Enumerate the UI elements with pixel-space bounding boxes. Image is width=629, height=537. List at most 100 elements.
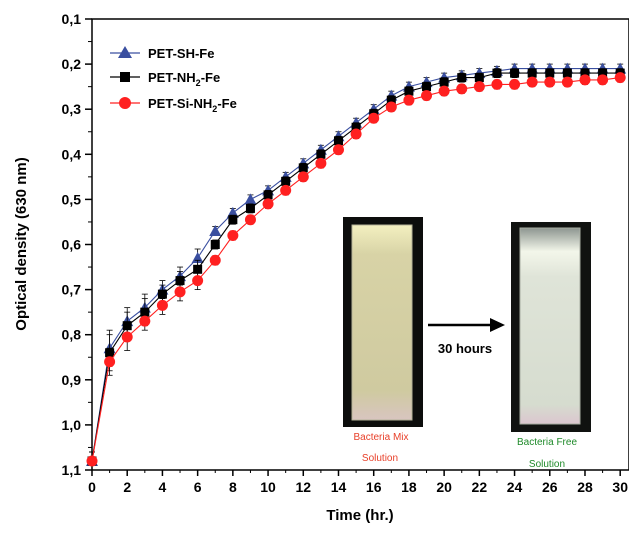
after-caption-line1: Bacteria Free xyxy=(517,437,577,448)
data-point-pet-nh2-fe xyxy=(193,264,203,274)
data-point-pet-nh2-fe xyxy=(298,163,308,173)
data-point-pet-si-nh2-fe xyxy=(403,94,415,106)
data-point-pet-nh2-fe xyxy=(545,68,555,78)
data-point-pet-nh2-fe xyxy=(474,73,484,83)
data-point-pet-si-nh2-fe xyxy=(473,81,485,93)
arrow-head-icon xyxy=(490,318,505,332)
data-point-pet-nh2-fe xyxy=(245,203,255,213)
data-point-pet-si-nh2-fe xyxy=(509,78,521,90)
data-point-pet-si-nh2-fe xyxy=(315,157,327,169)
data-point-pet-nh2-fe xyxy=(598,68,608,78)
x-axis-title: Time (hr.) xyxy=(326,507,393,524)
x-tick-label: 0 xyxy=(88,479,96,495)
data-point-pet-si-nh2-fe xyxy=(297,171,309,183)
data-point-pet-nh2-fe xyxy=(439,77,449,87)
data-point-pet-si-nh2-fe xyxy=(526,76,538,88)
data-point-pet-nh2-fe xyxy=(457,73,467,83)
data-point-pet-si-nh2-fe xyxy=(332,144,344,156)
data-point-pet-si-nh2-fe xyxy=(244,214,256,226)
data-point-pet-si-nh2-fe xyxy=(597,74,609,86)
y-axis-title: Optical density (630 nm) xyxy=(13,157,30,330)
cuvette-after xyxy=(519,227,581,425)
y-tick-label: 0,2 xyxy=(62,56,82,72)
x-tick-label: 16 xyxy=(366,479,382,495)
y-tick-label: 0,8 xyxy=(62,327,82,343)
data-point-pet-si-nh2-fe xyxy=(350,128,362,140)
data-point-pet-sh-fe xyxy=(209,224,222,236)
x-tick-label: 20 xyxy=(436,479,452,495)
y-tick-label: 0,5 xyxy=(62,191,82,207)
y-tick-label: 0,9 xyxy=(62,372,82,388)
data-point-pet-si-nh2-fe xyxy=(579,74,591,86)
x-tick-label: 22 xyxy=(472,479,488,495)
data-point-pet-si-nh2-fe xyxy=(614,72,626,84)
legend-square-icon xyxy=(120,72,130,82)
data-point-pet-nh2-fe xyxy=(157,289,167,299)
y-tick-label: 0,1 xyxy=(62,11,82,27)
data-point-pet-si-nh2-fe xyxy=(491,78,503,90)
data-point-pet-si-nh2-fe xyxy=(192,275,204,287)
y-tick-label: 1,0 xyxy=(62,417,82,433)
data-point-pet-nh2-fe xyxy=(562,68,572,78)
before-caption-line2: Solution xyxy=(362,453,398,464)
x-tick-label: 4 xyxy=(159,479,167,495)
data-point-pet-nh2-fe xyxy=(263,190,273,200)
data-point-pet-si-nh2-fe xyxy=(544,76,556,88)
data-point-pet-nh2-fe xyxy=(281,176,291,186)
y-tick-label: 1,1 xyxy=(62,462,82,478)
x-tick-label: 18 xyxy=(401,479,417,495)
arrow-label: 30 hours xyxy=(438,341,492,356)
series-pet-si-nh2-fe xyxy=(86,72,626,471)
legend-label-pet-si-nh2-fe: PET-Si-NH2-Fe xyxy=(148,96,237,114)
x-tick-label: 30 xyxy=(612,479,628,495)
data-point-pet-si-nh2-fe xyxy=(121,331,133,343)
legend-item-pet-si-nh2-fe: PET-Si-NH2-Fe xyxy=(110,96,237,114)
y-axis-ticks: 0,1 0,2 0,3 0,4 0,5 0,6 0,7 0,8 0,9 1,0 1,1 xyxy=(62,11,92,478)
y-tick-label: 0,6 xyxy=(62,237,82,253)
x-tick-label: 6 xyxy=(194,479,202,495)
data-point-pet-nh2-fe xyxy=(580,68,590,78)
data-point-pet-si-nh2-fe xyxy=(262,198,274,210)
data-point-pet-nh2-fe xyxy=(228,215,238,225)
y-tick-label: 0,7 xyxy=(62,282,82,298)
after-caption-line2: Solution xyxy=(529,459,565,470)
legend: PET-SH-Fe PET-NH2-Fe PET-Si-NH2-Fe xyxy=(110,46,237,114)
data-point-pet-nh2-fe xyxy=(351,122,361,132)
data-point-pet-si-nh2-fe xyxy=(104,356,116,368)
data-point-pet-si-nh2-fe xyxy=(156,299,168,311)
x-tick-label: 26 xyxy=(542,479,558,495)
data-point-pet-si-nh2-fe xyxy=(368,112,380,124)
y-tick-label: 0,4 xyxy=(62,146,82,162)
cuvette-before xyxy=(351,224,413,421)
x-tick-label: 14 xyxy=(331,479,347,495)
data-point-pet-nh2-fe xyxy=(175,276,185,286)
data-point-pet-si-nh2-fe xyxy=(438,85,450,97)
data-point-pet-si-nh2-fe xyxy=(280,184,292,196)
data-point-pet-si-nh2-fe xyxy=(227,229,239,241)
data-point-pet-nh2-fe xyxy=(386,95,396,105)
x-tick-label: 24 xyxy=(507,479,523,495)
legend-item-pet-nh2-fe: PET-NH2-Fe xyxy=(110,70,220,88)
x-tick-label: 28 xyxy=(577,479,593,495)
data-point-pet-si-nh2-fe xyxy=(456,83,468,95)
data-point-pet-si-nh2-fe xyxy=(86,455,98,467)
legend-label-pet-nh2-fe: PET-NH2-Fe xyxy=(148,70,220,88)
data-point-pet-si-nh2-fe xyxy=(139,315,151,327)
data-point-pet-nh2-fe xyxy=(333,136,343,146)
y-tick-label: 0,3 xyxy=(62,101,82,117)
data-point-pet-si-nh2-fe xyxy=(209,254,221,266)
data-point-pet-si-nh2-fe xyxy=(561,76,573,88)
data-point-pet-si-nh2-fe xyxy=(385,101,397,113)
data-point-pet-nh2-fe xyxy=(316,149,326,159)
x-axis-ticks: 0 2 4 6 8 10 12 14 16 18 20 22 24 26 28 30 xyxy=(88,470,628,495)
data-point-pet-nh2-fe xyxy=(510,68,520,78)
data-point-pet-nh2-fe xyxy=(404,86,414,96)
data-point-pet-nh2-fe xyxy=(527,68,537,78)
data-point-pet-si-nh2-fe xyxy=(174,286,186,298)
data-point-pet-nh2-fe xyxy=(210,240,220,249)
data-point-pet-nh2-fe xyxy=(422,82,432,92)
x-tick-label: 2 xyxy=(123,479,131,495)
legend-triangle-icon xyxy=(118,46,132,58)
data-point-pet-sh-fe xyxy=(244,193,257,205)
legend-item-pet-sh-fe: PET-SH-Fe xyxy=(110,46,214,61)
